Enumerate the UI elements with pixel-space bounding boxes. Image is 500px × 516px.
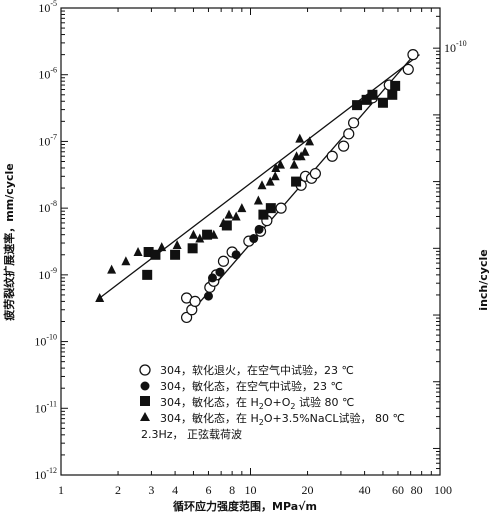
- x-tick-label: 40: [359, 483, 371, 497]
- x-tick-label: 1: [58, 483, 64, 497]
- point-open-circle: [407, 49, 419, 61]
- point-filled-triangle: [270, 171, 280, 181]
- x-tick-label: 2: [115, 483, 121, 497]
- point-open-circle: [338, 140, 350, 152]
- x-tick-label: 3: [148, 483, 154, 497]
- left-y-tick-label: 10-9: [38, 266, 57, 282]
- point-filled-triangle: [209, 229, 219, 239]
- point-filled-triangle: [218, 217, 228, 227]
- left-y-tick-label: 10-12: [34, 466, 57, 482]
- point-open-circle: [326, 150, 338, 162]
- point-filled-square: [265, 203, 276, 214]
- point-filled-square: [291, 176, 302, 187]
- left-y-tick-label: 10-10: [34, 333, 57, 349]
- legend-label-sensitized-nacl: 304，敏化态，在 H2O+3.5%NaCL试验， 80 ℃: [160, 411, 405, 427]
- x-tick-label: 4: [172, 483, 178, 497]
- x-tick-label: 100: [434, 483, 452, 497]
- x-tick-label: 6: [205, 483, 211, 497]
- point-open-circle: [343, 128, 355, 140]
- point-filled-square: [202, 229, 213, 240]
- point-filled-triangle: [305, 136, 315, 146]
- axis-ticks: [60, 7, 440, 476]
- right-y-tick-label: 10-10: [444, 39, 467, 55]
- left-y-tick-label: 10-6: [38, 66, 57, 82]
- point-filled-triangle: [271, 162, 281, 172]
- point-filled-triangle: [195, 233, 205, 243]
- legend-marker-filled-circle: [140, 381, 150, 391]
- left-y-tick-label: 10-7: [38, 132, 57, 148]
- point-open-circle: [217, 255, 230, 267]
- point-filled-square: [170, 249, 181, 260]
- point-filled-square: [387, 89, 398, 100]
- point-filled-triangle: [95, 292, 105, 302]
- legend-label-sensitized-air: 304，敏化态，在空气中试验，23 ℃: [160, 379, 343, 393]
- point-filled-square: [352, 100, 363, 111]
- point-filled-triangle: [107, 264, 117, 274]
- legend: 304，软化退火，在空气中试验，23 ℃ 304，敏化态，在空气中试验，23 ℃…: [139, 363, 405, 441]
- left-y-tick-labels: 10-5 10-6 10-7 10-8 10-9 10-10 10-11 10-12: [34, 0, 57, 482]
- right-y-axis-title: inch/cycle: [477, 249, 490, 310]
- point-filled-triangle: [237, 203, 247, 213]
- point-open-circle: [275, 202, 287, 214]
- point-open-circle: [189, 295, 201, 308]
- data-points: [95, 49, 419, 324]
- point-filled-triangle: [253, 195, 263, 205]
- point-filled-square: [361, 94, 372, 105]
- point-open-circle: [180, 311, 193, 324]
- x-tick-label: 20: [302, 483, 314, 497]
- legend-marker-open-circle: [139, 364, 151, 376]
- legend-marker-filled-square: [140, 396, 150, 406]
- left-y-axis-title: 疲劳裂纹扩展速率，mm/cycle: [2, 163, 16, 320]
- point-filled-square: [142, 269, 153, 280]
- x-tick-label: 60: [392, 483, 404, 497]
- point-filled-triangle: [300, 146, 310, 156]
- point-filled-circle: [203, 291, 213, 301]
- x-axis-title: 循环应力强度范围，MPa√m: [173, 499, 317, 513]
- point-filled-triangle: [224, 209, 234, 219]
- point-filled-square: [367, 89, 378, 100]
- point-filled-triangle: [133, 247, 143, 257]
- point-filled-square: [187, 243, 198, 254]
- left-y-tick-label: 10-8: [38, 199, 57, 215]
- legend-label-annealed-air: 304，软化退火，在空气中试验，23 ℃: [160, 363, 354, 377]
- point-open-circle: [402, 63, 414, 76]
- point-filled-triangle: [121, 256, 131, 266]
- x-tick-label: 80: [411, 483, 423, 497]
- point-filled-circle: [249, 234, 259, 244]
- point-open-circle: [348, 117, 360, 129]
- point-filled-square: [377, 97, 388, 108]
- point-filled-square: [150, 249, 161, 260]
- point-open-circle: [309, 167, 321, 180]
- point-filled-circle: [215, 267, 225, 277]
- x-tick-label: 10: [245, 483, 257, 497]
- point-filled-circle: [207, 273, 217, 283]
- point-filled-square: [390, 80, 401, 91]
- point-filled-circle: [231, 250, 241, 260]
- point-filled-square: [258, 209, 269, 220]
- left-y-tick-label: 10-5: [38, 0, 57, 15]
- x-tick-labels: 1 2 3 4 6 8 10 20 40 60 80 100: [58, 483, 452, 497]
- x-tick-label: 8: [229, 483, 235, 497]
- point-filled-triangle: [188, 229, 198, 239]
- legend-label-sensitized-h2o-o2: 304，敏化态，在 H2O+O2 试验 80 ℃: [160, 395, 354, 411]
- point-filled-square: [143, 247, 154, 258]
- left-y-tick-label: 10-11: [35, 399, 57, 415]
- legend-note-frequency: 2.3Hz， 正弦载荷波: [141, 427, 242, 441]
- point-filled-triangle: [257, 180, 267, 190]
- point-filled-triangle: [172, 240, 182, 250]
- right-y-tick-labels: 10-410-510-610-710-810-910-10: [444, 39, 467, 55]
- point-filled-triangle: [276, 159, 286, 169]
- legend-marker-filled-triangle: [140, 412, 150, 421]
- point-filled-circle: [254, 224, 264, 234]
- point-filled-triangle: [265, 176, 275, 186]
- point-filled-triangle: [157, 242, 167, 252]
- point-filled-triangle: [231, 211, 241, 221]
- point-filled-triangle: [289, 159, 299, 169]
- point-filled-triangle: [295, 133, 305, 143]
